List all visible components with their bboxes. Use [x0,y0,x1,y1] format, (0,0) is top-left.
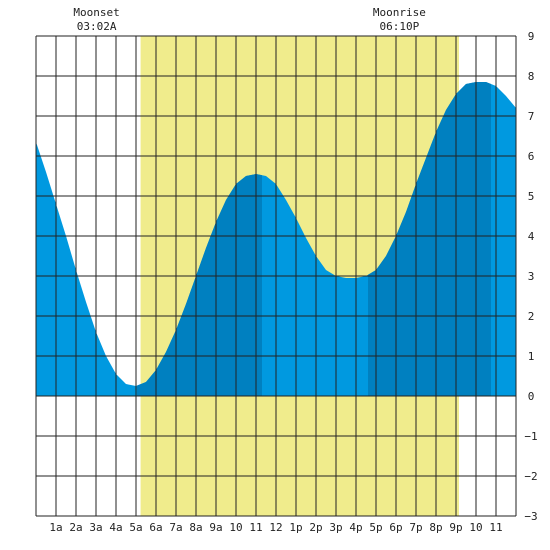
y-tick-label: 5 [528,190,535,203]
moon-event-time: 03:02A [77,20,117,33]
x-tick-label: 4a [109,521,122,534]
moon-event-time: 06:10P [380,20,420,33]
x-tick-label: 11 [249,521,262,534]
x-tick-label: 1p [289,521,302,534]
x-tick-label: 10 [469,521,482,534]
x-tick-label: 6p [389,521,402,534]
x-tick-label: 11 [489,521,502,534]
x-tick-labels: 1a 2a 3a 4a 5a 6a 7a 8a 9a 10 11 12 1p 2p 3p 4p 5p 6p 7p 8p… [49,521,502,534]
x-tick-label: 4p [349,521,362,534]
x-tick-label: 1a [49,521,62,534]
y-tick-label: −1 [524,430,537,443]
y-tick-label: −3 [524,510,537,523]
x-tick-label: 3p [329,521,342,534]
x-tick-label: 7a [169,521,182,534]
y-tick-label: 0 [528,390,535,403]
x-tick-label: 5p [369,521,382,534]
x-tick-label: 5a [129,521,142,534]
x-tick-label: 9a [209,521,222,534]
x-tick-label: 2a [69,521,82,534]
y-tick-label: 4 [528,230,535,243]
y-tick-label: 8 [528,70,535,83]
y-tick-label: −2 [524,470,537,483]
x-tick-label: 12 [269,521,282,534]
grid [35,35,517,517]
y-tick-label: 9 [528,30,535,43]
moon-event-title: Moonrise [373,6,426,19]
x-tick-label: 7p [409,521,422,534]
x-tick-label: 9p [449,521,462,534]
x-tick-label: 2p [309,521,322,534]
y-tick-label: 7 [528,110,535,123]
x-tick-label: 10 [229,521,242,534]
y-tick-labels: −3 −2 −1 0 1 2 3 4 5 6 7 8 9 [524,30,537,523]
y-tick-label: 3 [528,270,535,283]
x-tick-label: 3a [89,521,102,534]
x-tick-label: 8a [189,521,202,534]
x-tick-label: 6a [149,521,162,534]
y-tick-label: 2 [528,310,535,323]
moon-event-title: Moonset [73,6,119,19]
y-tick-label: 1 [528,350,535,363]
y-tick-label: 6 [528,150,535,163]
x-tick-label: 8p [429,521,442,534]
